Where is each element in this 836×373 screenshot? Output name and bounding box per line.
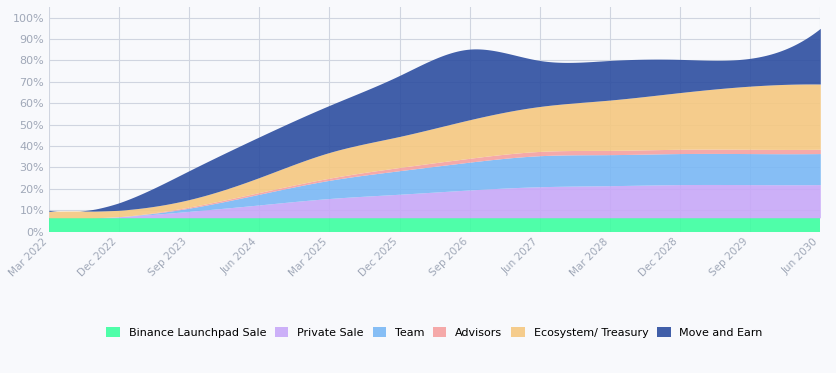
Legend: Binance Launchpad Sale, Private Sale, Team, Advisors, Ecosystem/ Treasury, Move : Binance Launchpad Sale, Private Sale, Te… <box>102 323 767 342</box>
